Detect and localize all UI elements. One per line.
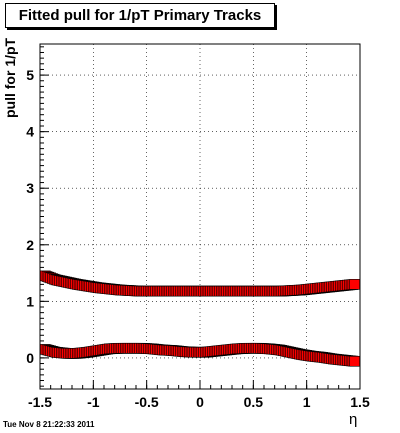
y-tick-label: 3 xyxy=(26,180,34,196)
y-tick-label: 5 xyxy=(26,67,34,83)
x-tick-label: 1.5 xyxy=(350,394,370,410)
data-markers xyxy=(40,270,360,367)
y-tick-label: 2 xyxy=(26,237,34,253)
chart-title: Fitted pull for 1/pT Primary Tracks xyxy=(5,3,275,28)
x-tick-label: 0.5 xyxy=(244,394,264,410)
y-tick-label: 1 xyxy=(26,293,34,309)
x-tick-label: 0 xyxy=(196,394,204,410)
axis-ticks: -1.5 -1 -0.5 0 0.5 1 1.5 0 1 2 3 4 5 xyxy=(26,46,370,410)
x-tick-label: 1 xyxy=(303,394,311,410)
grid-lines xyxy=(39,44,361,389)
x-tick-label: -1 xyxy=(87,394,100,410)
x-tick-label: -0.5 xyxy=(135,394,159,410)
x-tick-label: -1.5 xyxy=(28,394,52,410)
data-point-series-1 xyxy=(349,279,360,290)
y-tick-label: 4 xyxy=(26,124,34,140)
y-axis-label: pull for 1/pT xyxy=(2,37,18,118)
x-axis-label: η xyxy=(349,411,358,428)
y-tick-label: 0 xyxy=(26,350,34,366)
timestamp: Tue Nov 8 21:22:33 2011 xyxy=(3,420,95,429)
data-point-series-2 xyxy=(349,355,360,367)
